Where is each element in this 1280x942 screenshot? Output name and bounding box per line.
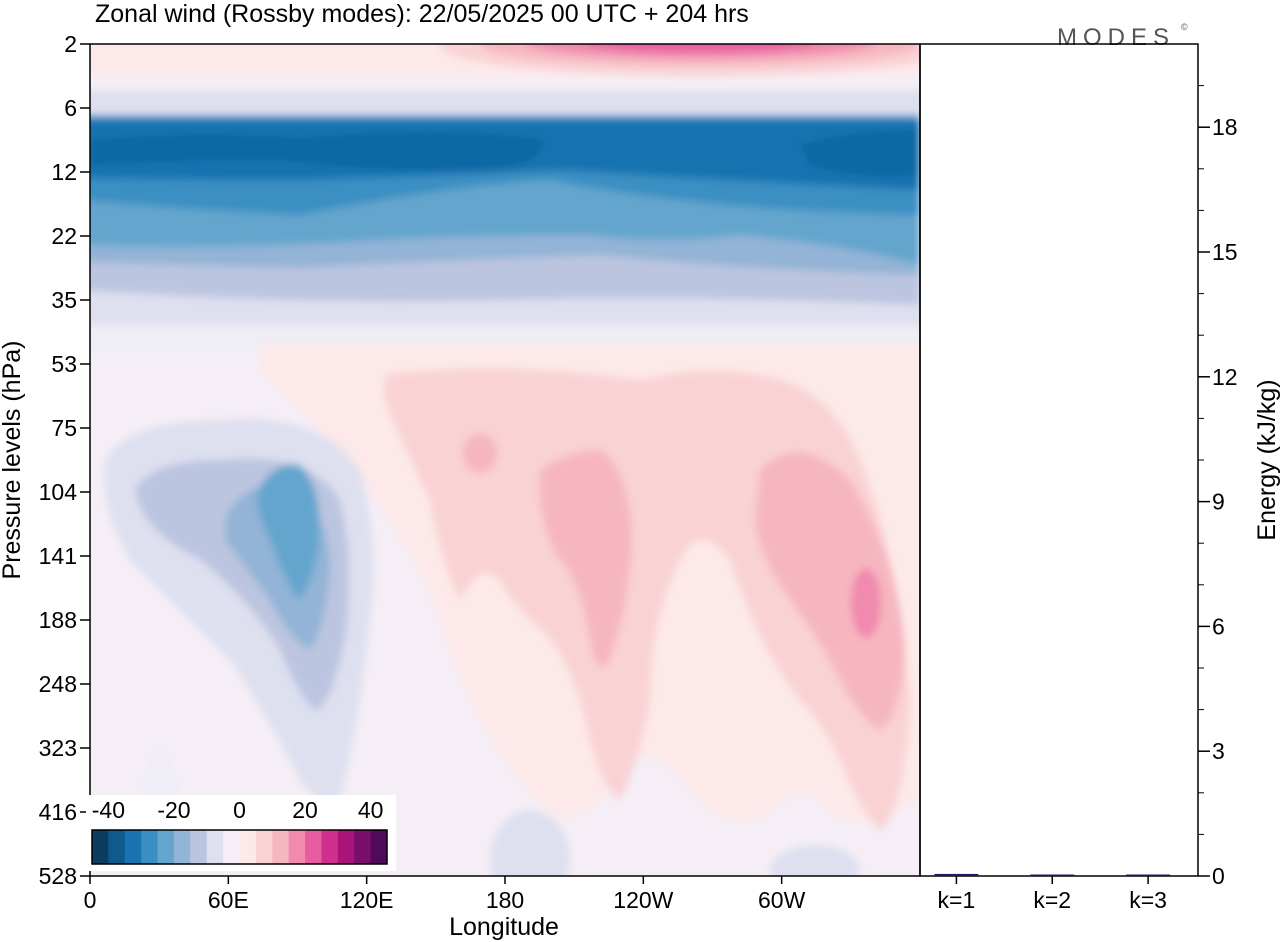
westerly-15-east bbox=[755, 452, 905, 730]
energy-bar bbox=[1126, 874, 1171, 876]
colorbar-swatch bbox=[173, 830, 191, 864]
colorbar-swatch bbox=[255, 830, 273, 864]
colorbar-swatch bbox=[354, 830, 372, 864]
y-axis-label: Pressure levels (hPa) bbox=[0, 341, 26, 580]
colorbar-swatch bbox=[124, 830, 142, 864]
x-tick-label: 60W bbox=[758, 887, 806, 913]
energy-bar bbox=[934, 873, 979, 876]
x-tick-label: 120E bbox=[340, 887, 394, 913]
y-tick-label: 75 bbox=[51, 415, 77, 441]
energy-tick-label: 12 bbox=[1212, 364, 1238, 390]
colorbar-swatch bbox=[321, 830, 339, 864]
colorbar-tick-label: -20 bbox=[157, 797, 190, 823]
x-axis-label: Longitude bbox=[449, 913, 559, 941]
modes-logo-mark: © bbox=[1181, 22, 1194, 32]
colorbar-frame bbox=[91, 829, 388, 865]
y-tick-label: 22 bbox=[51, 223, 77, 249]
upper-jet-30 bbox=[586, 44, 814, 52]
energy-tick-label: 15 bbox=[1212, 239, 1238, 265]
colorbar-swatch bbox=[370, 830, 388, 864]
colorbar-swatch bbox=[305, 830, 322, 864]
easterly-cell-20 bbox=[257, 464, 320, 600]
core-easterly-40-east bbox=[800, 130, 920, 177]
y-axis: 2 6 12 22 35 53 75 104 141 188 248 323 416 528 bbox=[39, 31, 90, 889]
y-tick-label: 6 bbox=[64, 95, 77, 121]
energy-tick-label: 3 bbox=[1212, 738, 1225, 764]
colorbar-swatch bbox=[272, 830, 290, 864]
easterly-blob-1 bbox=[490, 810, 570, 876]
energy-tick-label: 0 bbox=[1212, 863, 1225, 889]
colorbar-swatch bbox=[223, 830, 240, 864]
colorbar-swatch bbox=[92, 830, 109, 864]
colorbar-swatch bbox=[190, 830, 208, 864]
energy-bars: k=1 k=2 k=3 bbox=[934, 873, 1171, 913]
colorbar-swatch bbox=[206, 830, 224, 864]
y-tick-label: 104 bbox=[39, 479, 78, 505]
wind-heatmap bbox=[90, 44, 920, 876]
colorbar-tick-label: -40 bbox=[92, 797, 125, 823]
upper-jet-25 bbox=[526, 44, 874, 58]
colorbar-tick-label: 20 bbox=[292, 797, 318, 823]
y-tick-label: 2 bbox=[64, 31, 77, 57]
y-tick-label: 35 bbox=[51, 287, 77, 313]
colorbar-swatch bbox=[108, 830, 126, 864]
westerly-25-core bbox=[851, 568, 881, 638]
energy-tick-label: 18 bbox=[1212, 114, 1238, 140]
x-tick-label: 60E bbox=[208, 887, 249, 913]
colorbar-swatch bbox=[337, 830, 355, 864]
colorbar-swatch bbox=[288, 830, 306, 864]
x-tick-label: 0 bbox=[84, 887, 97, 913]
y-tick-label: 323 bbox=[39, 735, 77, 761]
x-tick-label: 180 bbox=[486, 887, 524, 913]
energy-tick-label: 9 bbox=[1212, 489, 1225, 515]
westerly-15-center bbox=[540, 450, 632, 667]
energy-category-label: k=1 bbox=[938, 887, 976, 913]
y-tick-label: 141 bbox=[39, 543, 77, 569]
modes-logo: MODES bbox=[1057, 24, 1175, 51]
easterly-blob-2 bbox=[770, 845, 860, 876]
colorbar-swatch bbox=[141, 830, 159, 864]
y-tick-label: 188 bbox=[39, 607, 77, 633]
y-tick-label: 416 bbox=[39, 799, 77, 825]
energy-axis-label: Energy (kJ/kg) bbox=[1253, 379, 1280, 540]
y-tick-label: 528 bbox=[39, 863, 77, 889]
x-tick-label: 120W bbox=[613, 887, 673, 913]
colorbar: -40 -20 0 20 40 bbox=[86, 795, 396, 871]
core-easterly-40-west bbox=[90, 131, 545, 171]
chart-title: Zonal wind (Rossby modes): 22/05/2025 00… bbox=[95, 0, 749, 28]
energy-category-label: k=2 bbox=[1033, 887, 1071, 913]
energy-category-label: k=3 bbox=[1129, 887, 1167, 913]
westerly-15-small bbox=[463, 433, 497, 473]
y-tick-label: 12 bbox=[51, 159, 77, 185]
energy-bar bbox=[1030, 874, 1075, 876]
colorbar-tick-label: 0 bbox=[233, 797, 246, 823]
energy-tick-label: 6 bbox=[1212, 613, 1225, 639]
y-tick-label: 248 bbox=[39, 671, 77, 697]
colorbar-swatch bbox=[239, 830, 257, 864]
energy-axis: 0 3 6 9 12 15 18 bbox=[1198, 85, 1238, 889]
energy-panel-frame bbox=[919, 43, 1199, 877]
colorbar-tick-label: 40 bbox=[358, 797, 384, 823]
colorbar-swatch bbox=[157, 830, 175, 864]
y-tick-label: 53 bbox=[51, 351, 77, 377]
x-axis: 0 60E 120E 180 120W 60W bbox=[84, 876, 806, 913]
